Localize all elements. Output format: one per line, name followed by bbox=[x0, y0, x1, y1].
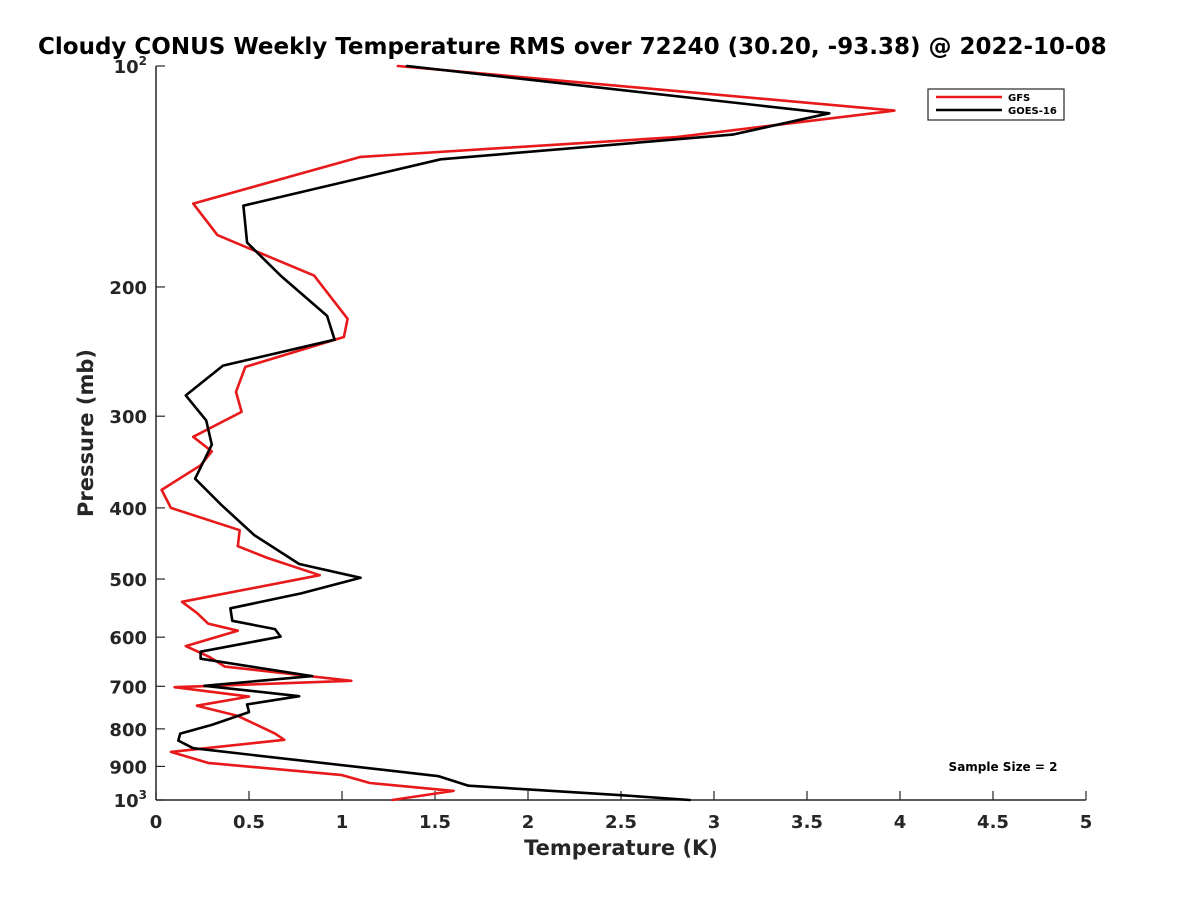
legend-label-gfs: GFS bbox=[1008, 93, 1030, 104]
x-tick-label: 3.5 bbox=[791, 812, 823, 833]
y-tick-label: 102 bbox=[114, 54, 147, 78]
x-tick-label: 1 bbox=[336, 812, 349, 833]
series-line-goes16 bbox=[177, 64, 831, 802]
series-line-gfs bbox=[160, 64, 896, 802]
x-tick-label: 0.5 bbox=[233, 812, 265, 833]
x-tick-label: 1.5 bbox=[419, 812, 451, 833]
sample-size-annotation: Sample Size = 2 bbox=[949, 760, 1058, 774]
chart-title: Cloudy CONUS Weekly Temperature RMS over… bbox=[38, 34, 1107, 60]
y-tick-label: 600 bbox=[109, 628, 147, 649]
y-ticks: 102 200 300 400 500 600 700 800 900 103 bbox=[109, 54, 165, 812]
x-ticks: 0 0.5 1 1.5 2 2.5 3 3.5 4 4.5 5 bbox=[150, 791, 1093, 833]
y-tick-label: 103 bbox=[114, 788, 147, 812]
x-tick-label: 2 bbox=[522, 812, 535, 833]
y-tick-label: 800 bbox=[109, 720, 147, 741]
legend-box bbox=[927, 88, 1065, 121]
y-tick-label: 200 bbox=[109, 278, 147, 299]
y-axis-label: Pressure (mb) bbox=[74, 349, 98, 517]
y-tick-label: 900 bbox=[109, 757, 147, 778]
legend-label-goes16: GOES-16 bbox=[1008, 106, 1057, 117]
x-tick-label: 2.5 bbox=[605, 812, 637, 833]
y-tick-label: 500 bbox=[109, 570, 147, 591]
x-tick-label: 3 bbox=[708, 812, 721, 833]
y-tick-label: 300 bbox=[109, 407, 147, 428]
x-axis-label: Temperature (K) bbox=[524, 836, 718, 860]
legend: GFS GOES-16 bbox=[927, 88, 1065, 121]
x-tick-label: 5 bbox=[1080, 812, 1093, 833]
x-tick-label: 4 bbox=[894, 812, 907, 833]
y-tick-label: 700 bbox=[109, 677, 147, 698]
x-tick-label: 0 bbox=[150, 812, 163, 833]
y-tick-label: 400 bbox=[109, 499, 147, 520]
series-lines bbox=[160, 64, 896, 802]
x-tick-label: 4.5 bbox=[977, 812, 1009, 833]
